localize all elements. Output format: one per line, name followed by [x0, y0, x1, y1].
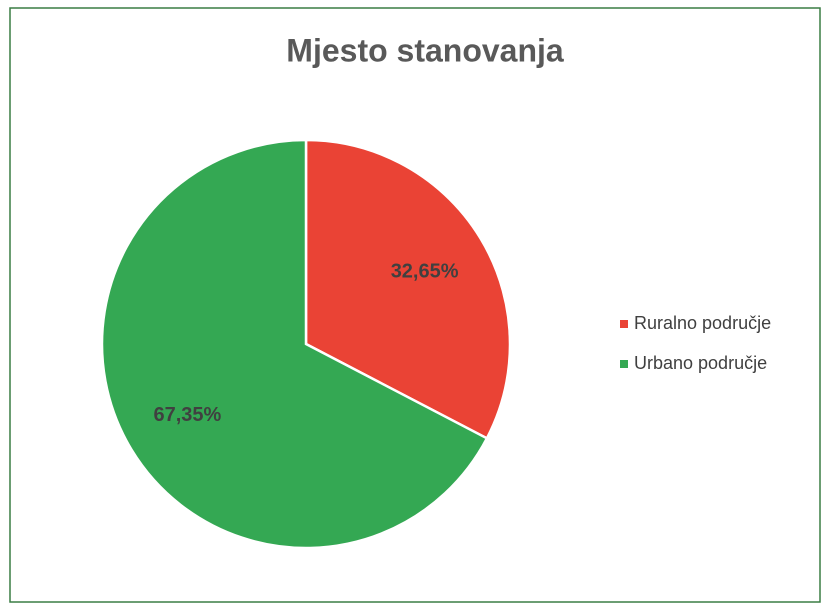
pie-slice	[100, 138, 489, 550]
pie-slice	[304, 138, 512, 441]
legend-label: Urbano područje	[634, 353, 767, 373]
data-label: 32,65%	[391, 260, 459, 282]
legend-swatch	[620, 320, 628, 328]
data-label: 67,35%	[153, 404, 221, 426]
legend-label: Ruralno područje	[634, 313, 771, 333]
legend-swatch	[620, 360, 628, 368]
chart-title: Mjesto stanovanja	[286, 32, 564, 68]
